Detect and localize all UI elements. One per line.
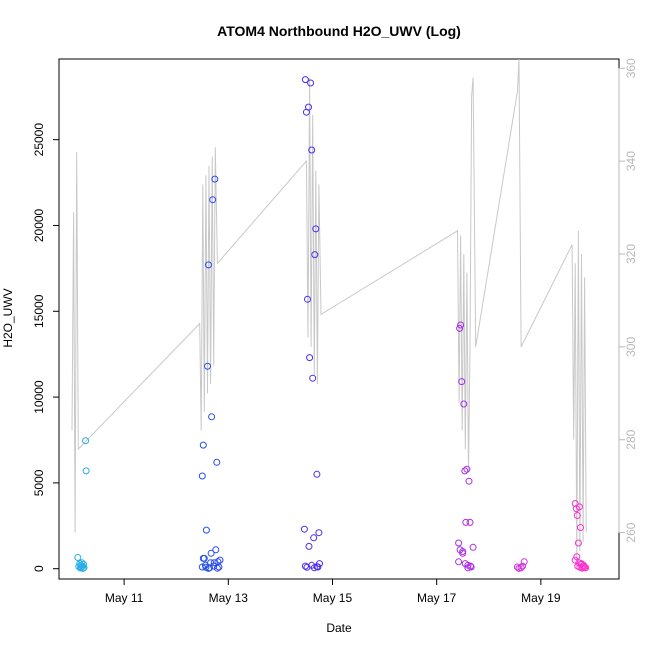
y-axis: 0 5000 10000 15000 20000 25000 xyxy=(32,123,60,572)
data-point xyxy=(199,554,207,562)
x-axis: May 11 May 13 May 15 May 17 May 19 xyxy=(105,578,561,605)
y2-tick-label: 340 xyxy=(624,151,638,171)
data-point xyxy=(571,500,579,507)
data-point xyxy=(80,560,87,568)
data-point xyxy=(455,539,463,547)
data-point xyxy=(301,76,309,84)
data-point xyxy=(309,374,317,382)
x-tick-label: May 15 xyxy=(313,591,353,605)
data-point xyxy=(306,354,314,362)
data-point xyxy=(311,251,319,259)
data-point xyxy=(575,503,583,511)
y2-tick-label: 360 xyxy=(624,58,638,78)
data-point xyxy=(457,321,465,329)
data-point xyxy=(211,175,219,183)
data-point xyxy=(198,472,206,480)
data-point xyxy=(517,564,525,572)
data-point xyxy=(307,79,315,87)
data-point xyxy=(580,563,588,571)
data-point xyxy=(573,553,581,561)
data-point xyxy=(310,534,318,542)
data-point xyxy=(199,441,207,449)
y-tick-label: 15000 xyxy=(32,294,46,328)
data-point xyxy=(463,465,471,473)
data-point xyxy=(210,559,218,567)
data-point xyxy=(460,400,468,408)
data-point xyxy=(520,558,528,566)
x-tick-label: May 17 xyxy=(417,591,457,605)
data-point xyxy=(213,564,221,572)
y-tick-label: 20000 xyxy=(32,208,46,242)
data-point xyxy=(205,261,212,269)
data-point xyxy=(74,554,82,561)
secondary-trace xyxy=(71,58,587,561)
data-point xyxy=(213,458,221,466)
data-point xyxy=(304,295,311,303)
y2-tick-label: 320 xyxy=(624,244,638,264)
data-point xyxy=(208,413,216,421)
data-point xyxy=(305,103,312,111)
data-point xyxy=(582,564,590,572)
x-tick-label: May 19 xyxy=(521,591,561,605)
x-tick-label: May 13 xyxy=(209,591,249,605)
data-point xyxy=(212,546,220,554)
data-point xyxy=(459,549,467,557)
y2-tick-label: 260 xyxy=(624,522,638,542)
data-point xyxy=(455,558,463,566)
data-point xyxy=(209,196,217,204)
data-point xyxy=(305,542,313,550)
y-tick-label: 10000 xyxy=(32,380,46,414)
data-point xyxy=(315,529,323,537)
data-point xyxy=(575,559,583,567)
data-point xyxy=(216,556,224,564)
data-point xyxy=(205,564,212,572)
data-point xyxy=(578,564,586,572)
data-point xyxy=(300,525,308,533)
data-point xyxy=(313,470,321,478)
data-point xyxy=(465,477,473,485)
data-point xyxy=(519,562,527,570)
data-point xyxy=(82,467,90,475)
y-tick-label: 5000 xyxy=(32,469,46,496)
data-point xyxy=(456,324,464,332)
chart-title: ATOM4 Northbound H2O_UWV (Log) xyxy=(217,23,461,39)
y-tick-label: 25000 xyxy=(32,123,46,157)
data-point xyxy=(469,543,477,551)
y-axis-label: H2O_UWV xyxy=(1,288,15,347)
data-point xyxy=(574,539,582,547)
data-point xyxy=(316,560,323,568)
data-point xyxy=(467,562,474,570)
data-point xyxy=(207,549,215,557)
data-point xyxy=(466,518,474,526)
x-tick-label: May 11 xyxy=(105,591,144,605)
data-point xyxy=(202,526,210,534)
data-point xyxy=(204,362,211,370)
data-point xyxy=(79,564,87,572)
data-point xyxy=(308,146,316,154)
data-point xyxy=(80,564,88,572)
y-tick-label: 0 xyxy=(32,565,46,572)
y2-tick-label: 300 xyxy=(624,337,638,357)
data-point xyxy=(215,563,223,571)
data-point xyxy=(461,467,469,475)
data-point xyxy=(573,512,581,519)
y2-tick-label: 280 xyxy=(624,429,638,449)
data-point xyxy=(82,437,90,445)
data-point xyxy=(513,563,521,571)
x-axis-label: Date xyxy=(326,621,352,635)
secondary-trace-line xyxy=(71,58,587,561)
data-point xyxy=(312,225,320,233)
data-points xyxy=(74,76,590,572)
data-point xyxy=(577,524,584,531)
y2-axis: 260 280 300 320 340 360 xyxy=(618,58,638,543)
data-point xyxy=(462,518,470,526)
data-point xyxy=(458,378,466,386)
data-point xyxy=(303,563,311,571)
